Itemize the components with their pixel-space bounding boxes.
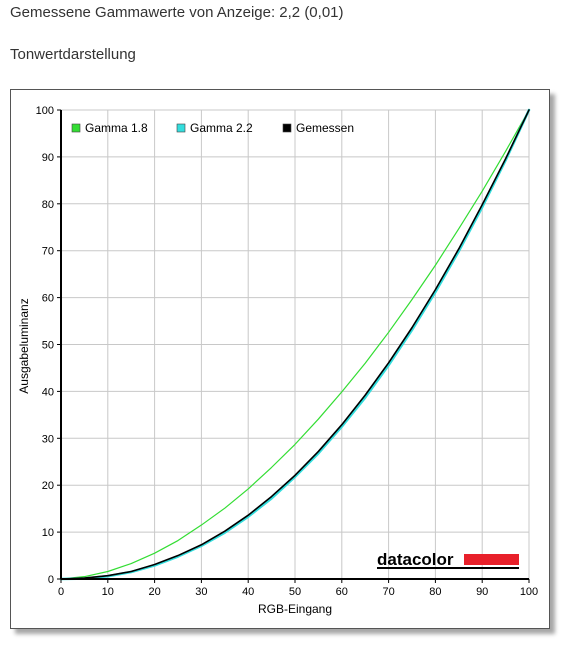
y-tick-label-3: 30 — [42, 433, 54, 445]
tone-response-chart: 0 10 20 30 40 50 60 70 80 90 100 0 10 20 30 40 50 60 70 80 9… — [17, 105, 539, 616]
tick-labels: 0 10 20 30 40 50 60 70 80 90 100 0 10 20 30 40 50 60 70 80 9… — [36, 105, 539, 598]
y-tick-label-7: 70 — [42, 246, 54, 258]
x-tick-label-4: 40 — [242, 586, 254, 598]
logo-bar — [464, 554, 519, 565]
chart-panel: 0 10 20 30 40 50 60 70 80 90 100 0 10 20 30 40 50 60 70 80 9… — [10, 89, 550, 629]
y-tick-label-8: 80 — [42, 199, 54, 211]
series-line-gamma-18 — [60, 109, 530, 580]
x-tick-label-7: 70 — [382, 586, 394, 598]
x-tick-label-1: 10 — [102, 586, 114, 598]
y-tick-label-10: 100 — [36, 105, 54, 117]
axes — [57, 109, 530, 583]
legend: Gamma 1.8 Gamma 2.2 Gemessen — [71, 121, 354, 135]
y-tick-label-1: 10 — [42, 527, 54, 539]
x-tick-label-6: 60 — [336, 586, 348, 598]
y-axis-label: Ausgabeluminanz — [17, 298, 31, 393]
x-tick-label-9: 90 — [476, 586, 488, 598]
logo-wordmark: datacolor — [377, 550, 454, 569]
legend-swatch-gamma-18 — [71, 123, 81, 133]
y-tick-label-9: 90 — [42, 152, 54, 164]
y-tick-label-5: 50 — [42, 340, 54, 352]
legend-label-gamma-18: Gamma 1.8 — [85, 121, 148, 135]
y-tick-label-0: 0 — [48, 574, 54, 586]
x-tick-label-3: 30 — [195, 586, 207, 598]
grid — [61, 109, 530, 579]
legend-label-gamma-22: Gamma 2.2 — [190, 121, 253, 135]
x-axis-label: RGB-Eingang — [258, 602, 332, 616]
legend-item-gamma-18: Gamma 1.8 — [71, 121, 148, 135]
x-tick-label-5: 50 — [289, 586, 301, 598]
series-line-measured — [60, 109, 530, 580]
legend-item-gamma-22: Gamma 2.2 — [176, 121, 253, 135]
section-subheading: Tonwertdarstellung — [10, 46, 136, 63]
legend-item-measured: Gemessen — [282, 121, 354, 135]
legend-swatch-gamma-22 — [176, 123, 186, 133]
logo-underline — [377, 567, 519, 569]
page-heading: Gemessene Gammawerte von Anzeige: 2,2 (0… — [10, 4, 344, 21]
curves — [59, 108, 531, 581]
y-tick-label-4: 40 — [42, 386, 54, 398]
y-tick-label-6: 60 — [42, 293, 54, 305]
x-tick-label-8: 80 — [429, 586, 441, 598]
x-tick-label-2: 20 — [148, 586, 160, 598]
x-tick-label-0: 0 — [58, 586, 64, 598]
y-tick-label-2: 20 — [42, 480, 54, 492]
legend-swatch-measured — [282, 123, 292, 133]
x-tick-label-10: 100 — [520, 586, 538, 598]
datacolor-logo: datacolor — [377, 550, 519, 569]
legend-label-measured: Gemessen — [296, 121, 354, 135]
